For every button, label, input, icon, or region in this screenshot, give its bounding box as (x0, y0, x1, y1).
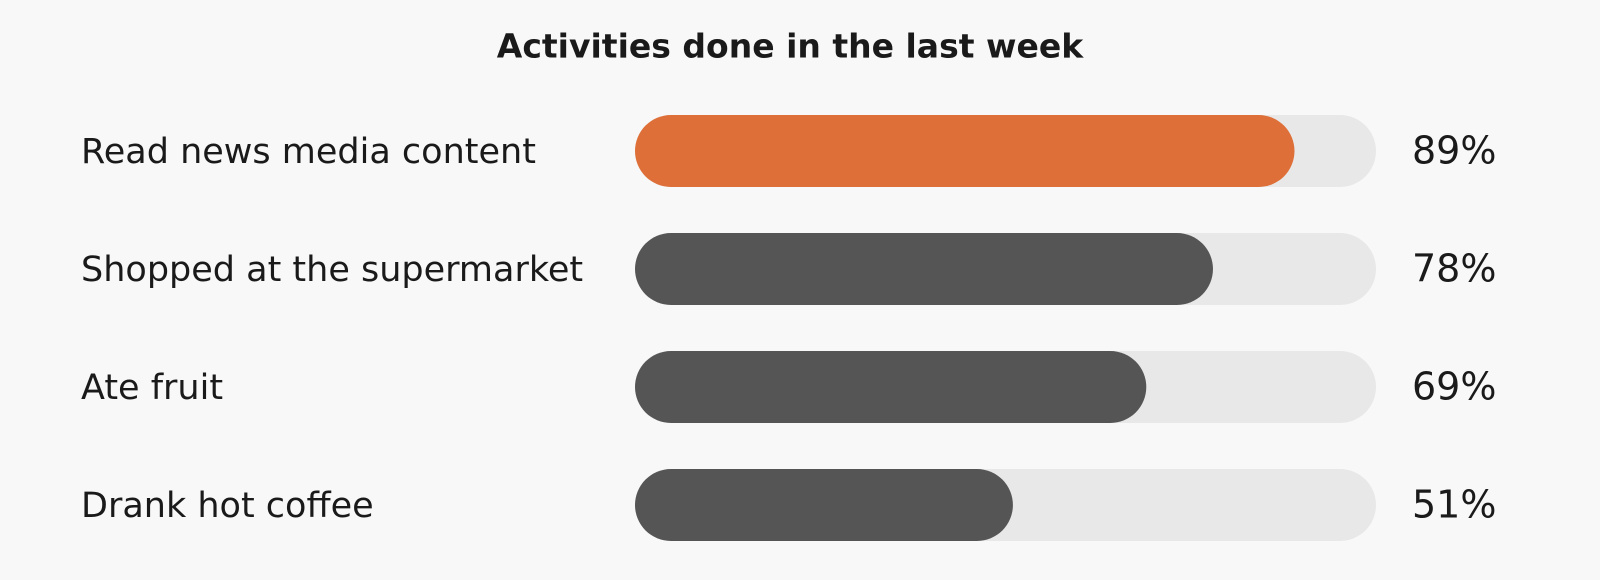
chart-title: Activities done in the last week (497, 27, 1084, 66)
bar (635, 115, 1295, 187)
category-label: Ate fruit (81, 368, 223, 408)
category-label: Shopped at the supermarket (81, 250, 583, 290)
category-label: Read news media content (81, 132, 536, 172)
bar (635, 233, 1213, 305)
bar (635, 469, 1013, 541)
value-label: 78% (1412, 247, 1496, 291)
value-label: 51% (1412, 483, 1496, 527)
value-label: 69% (1412, 365, 1496, 409)
value-label: 89% (1412, 129, 1496, 173)
bar (635, 351, 1147, 423)
category-label: Drank hot coffee (81, 486, 374, 526)
